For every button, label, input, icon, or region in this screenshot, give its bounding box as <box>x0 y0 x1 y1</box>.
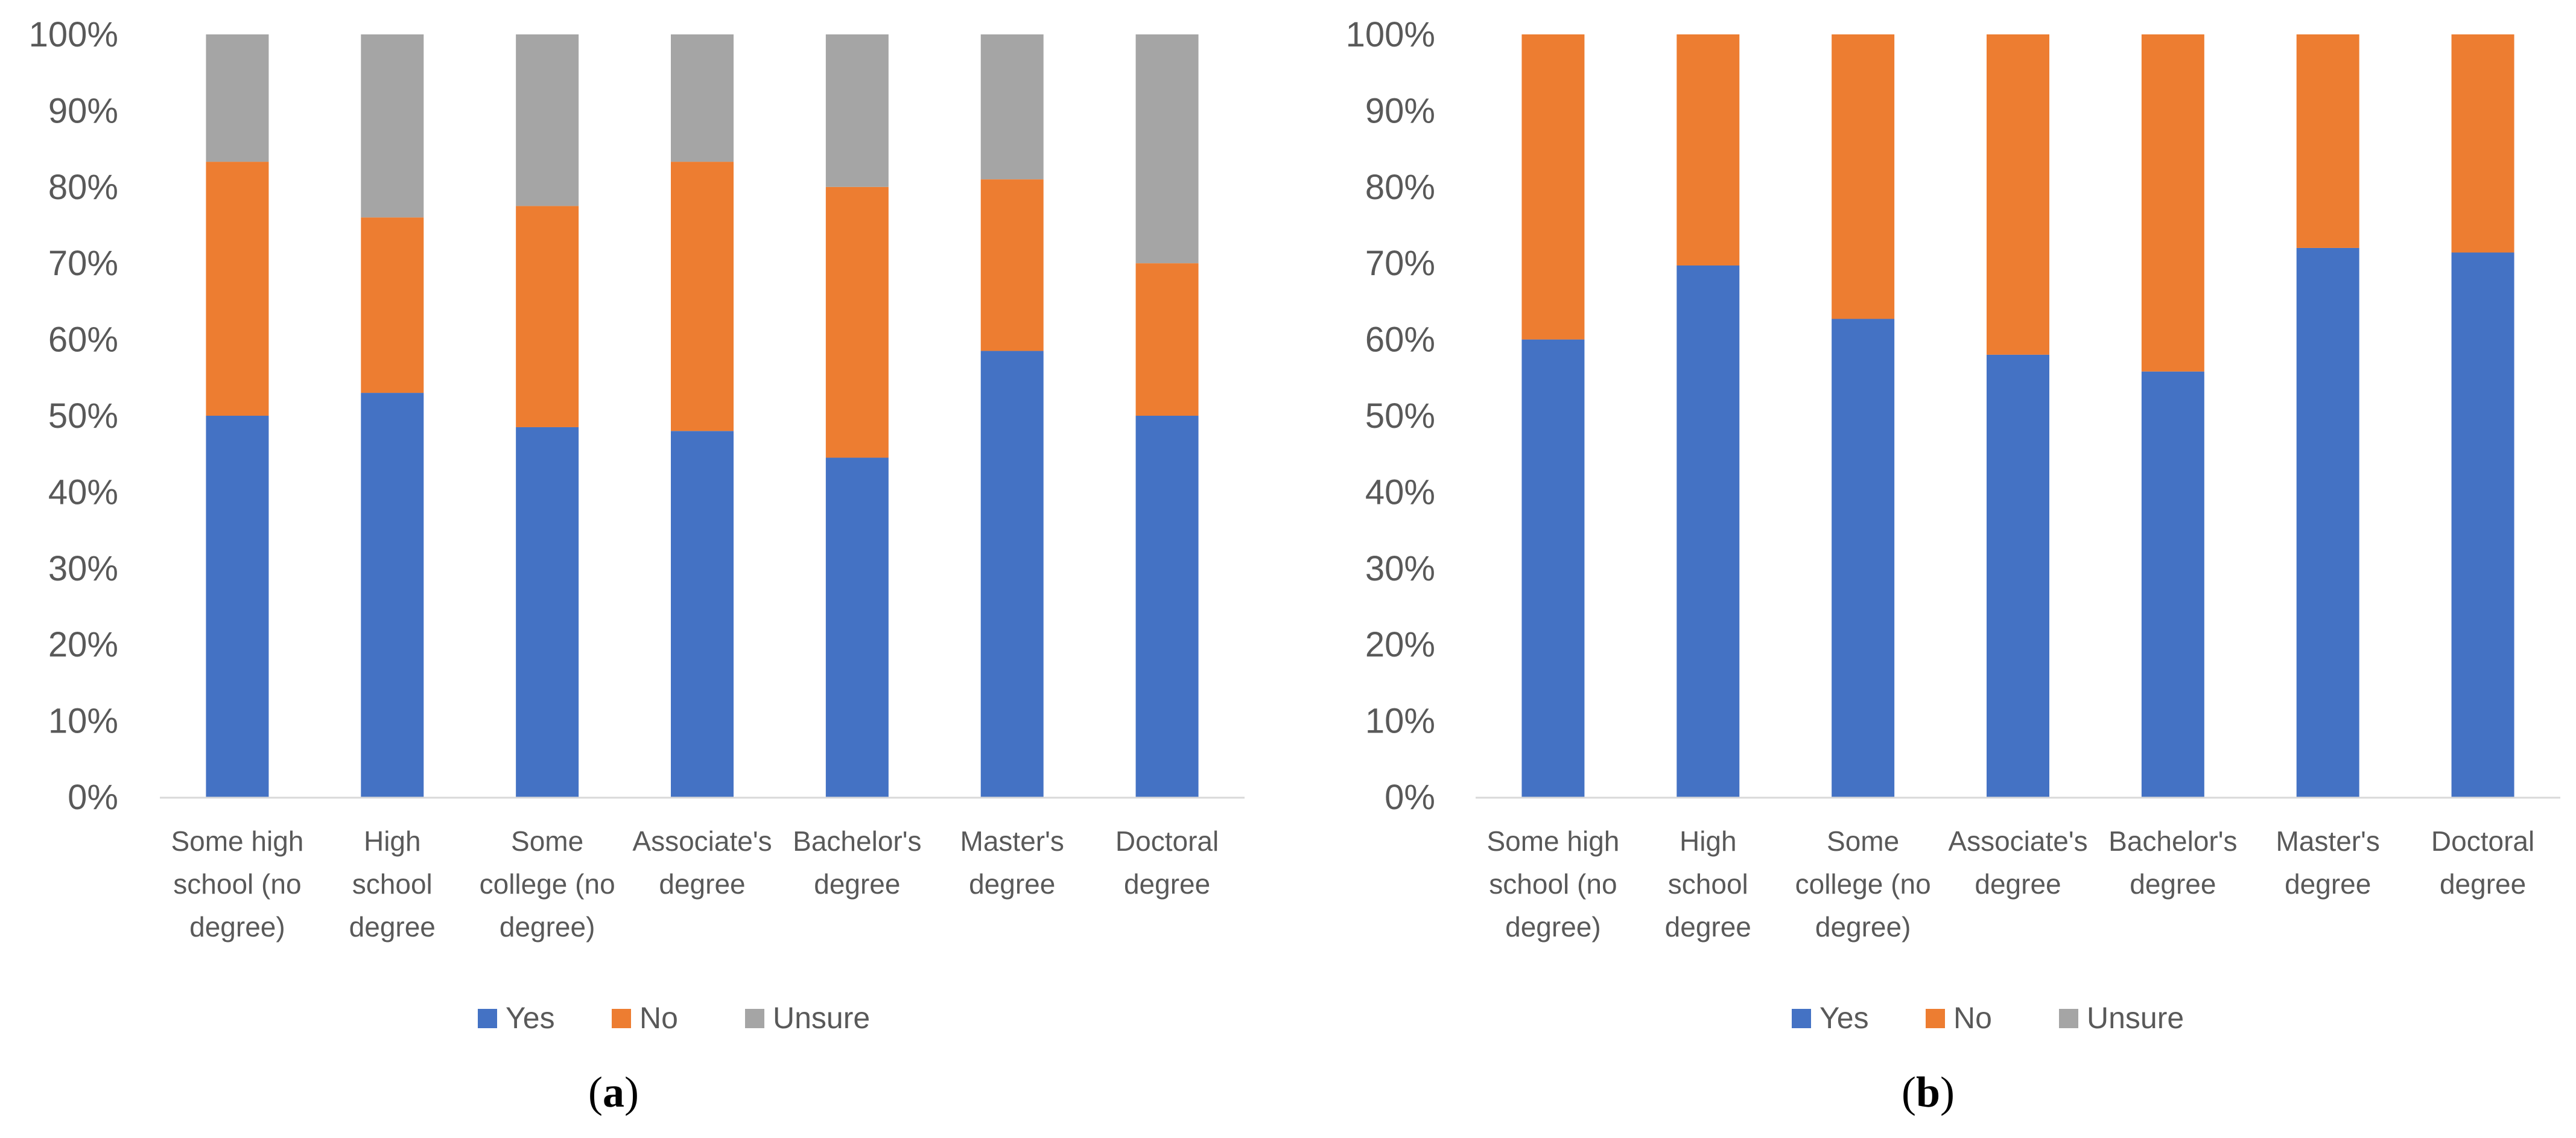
legend-swatch-no <box>1926 1009 1945 1028</box>
y-tick-label: 40% <box>48 472 118 512</box>
bar-segment-no <box>2451 34 2514 253</box>
bar-segment-yes <box>361 393 424 797</box>
y-tick-label: 50% <box>1365 396 1435 436</box>
bar-segment-no <box>825 186 889 458</box>
bar-segment-yes <box>2141 371 2204 797</box>
legend-label-unsure: Unsure <box>773 1001 870 1035</box>
y-tick-label: 90% <box>1365 91 1435 130</box>
bar-segment-no <box>206 162 269 416</box>
bar-segment-no <box>1987 34 2049 355</box>
y-tick-label: 100% <box>1346 15 1435 54</box>
y-tick-label: 80% <box>1365 168 1435 207</box>
bar-segment-yes <box>1832 319 1895 797</box>
bar-segment-unsure <box>671 34 734 162</box>
x-category-label: Master's degree <box>960 825 1064 900</box>
bar-segment-yes <box>206 416 269 797</box>
legend-swatch-unsure <box>745 1009 764 1028</box>
y-tick-label: 30% <box>1365 549 1435 588</box>
x-category-label: Some college (no degree) <box>1795 825 1931 943</box>
bar-segment-yes <box>980 351 1044 797</box>
y-tick-label: 70% <box>48 244 118 283</box>
y-tick-label: 70% <box>1365 244 1435 283</box>
bar-segment-unsure <box>361 34 424 218</box>
bar-segment-unsure <box>206 34 269 162</box>
y-tick-label: 20% <box>1365 625 1435 664</box>
bar-segment-yes <box>1987 354 2049 797</box>
y-tick-label: 10% <box>1365 702 1435 741</box>
bar-segment-yes <box>1521 339 1585 797</box>
bar-segment-unsure <box>1135 34 1199 264</box>
bar-segment-no <box>1135 263 1199 416</box>
x-category-label: Doctoral degree <box>2431 825 2534 900</box>
y-tick-label: 40% <box>1365 472 1435 512</box>
bar-segment-yes <box>1135 416 1199 797</box>
y-tick-label: 60% <box>1365 320 1435 360</box>
panel-a-chart: 0% 10% 20% 30% 40% 50% 60% 70% 80% 90% 100% Some hi… <box>29 15 1245 1116</box>
panel-label: (b) <box>1902 1068 1955 1116</box>
bar-segment-no <box>2141 34 2204 372</box>
x-category-label: High school degree <box>349 825 436 943</box>
legend: Yes No Unsure <box>478 1001 870 1035</box>
bar-segment-no <box>671 162 734 431</box>
bar-segment-unsure <box>516 34 579 206</box>
y-tick-label: 10% <box>48 702 118 741</box>
bar-segment-no <box>516 206 579 427</box>
bar-segment-unsure <box>825 34 889 187</box>
bar-segment-yes <box>2451 252 2514 797</box>
y-tick-label: 60% <box>48 320 118 360</box>
x-category-label: High school degree <box>1665 825 1751 943</box>
x-category-label: Bachelor's degree <box>793 825 921 900</box>
x-category-label: Associate's degree <box>632 825 772 900</box>
y-tick-label: 0% <box>1385 778 1435 817</box>
legend-swatch-no <box>612 1009 631 1028</box>
y-tick-label: 0% <box>68 778 118 817</box>
x-category-label: Master's degree <box>2276 825 2380 900</box>
legend-label-no: No <box>1953 1001 1992 1035</box>
bar-segment-no <box>2296 34 2359 248</box>
y-tick-label: 100% <box>29 15 118 54</box>
legend-swatch-yes <box>1792 1009 1811 1028</box>
bar-segment-unsure <box>980 34 1044 180</box>
x-category-label: Some high school (no degree) <box>1486 825 1619 943</box>
panel-label: (a) <box>588 1068 639 1116</box>
bar-segment-no <box>361 217 424 393</box>
legend-label-yes: Yes <box>1819 1001 1869 1035</box>
bar-segment-yes <box>825 457 889 797</box>
bar-segment-yes <box>1677 265 1740 797</box>
legend-label-yes: Yes <box>506 1001 555 1035</box>
y-tick-label: 80% <box>48 168 118 207</box>
bar-segment-no <box>1677 34 1740 265</box>
panel-b-chart: 0% 10% 20% 30% 40% 50% 60% 70% 80% 90% 100% Some hi… <box>1346 15 2560 1116</box>
y-tick-label: 50% <box>48 396 118 436</box>
bar-segment-yes <box>516 427 579 797</box>
legend: Yes No Unsure <box>1792 1001 2184 1035</box>
x-category-label: Some high school (no degree) <box>171 825 303 943</box>
legend-label-no: No <box>639 1001 678 1035</box>
x-category-label: Doctoral degree <box>1115 825 1219 900</box>
bar-segment-no <box>980 179 1044 351</box>
bar-segment-no <box>1521 34 1585 340</box>
y-tick-label: 30% <box>48 549 118 588</box>
legend-swatch-yes <box>478 1009 497 1028</box>
y-tick-label: 20% <box>48 625 118 664</box>
x-category-label: Bachelor's degree <box>2108 825 2237 900</box>
x-category-label: Associate's degree <box>1948 825 2087 900</box>
y-tick-label: 90% <box>48 91 118 130</box>
legend-swatch-unsure <box>2059 1009 2078 1028</box>
bar-segment-yes <box>2296 247 2359 797</box>
legend-label-unsure: Unsure <box>2087 1001 2184 1035</box>
x-category-label: Some college (no degree) <box>480 825 615 943</box>
bar-segment-yes <box>671 431 734 797</box>
bar-segment-no <box>1832 34 1895 319</box>
